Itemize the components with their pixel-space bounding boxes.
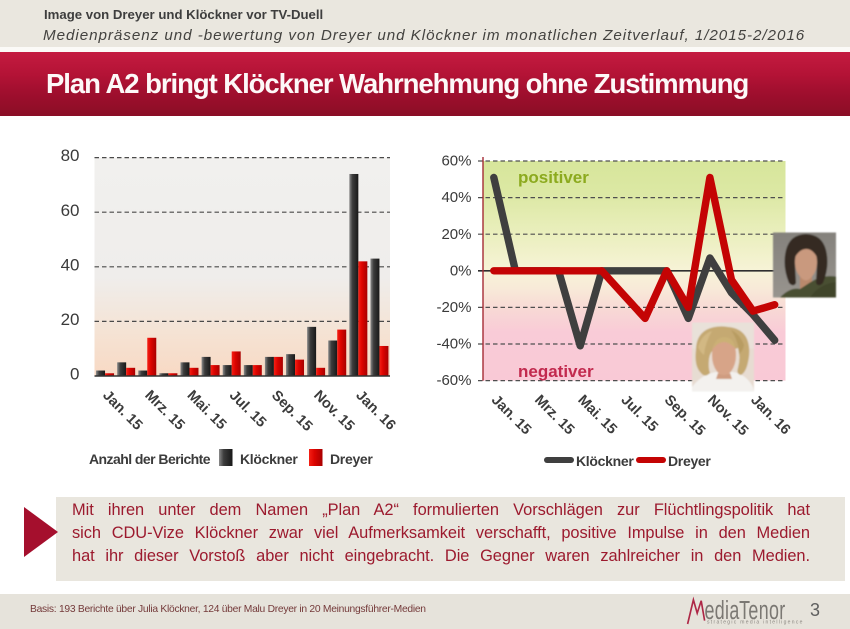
svg-text:40: 40 — [61, 255, 80, 274]
svg-text:Mrz. 15: Mrz. 15 — [531, 392, 577, 438]
svg-text:20%: 20% — [441, 226, 471, 243]
svg-text:20: 20 — [61, 310, 80, 329]
svg-text:positiver: positiver — [518, 168, 589, 187]
svg-text:Mrz. 15: Mrz. 15 — [141, 388, 187, 434]
svg-text:-60%: -60% — [436, 372, 471, 389]
svg-text:Nov. 15: Nov. 15 — [310, 388, 357, 435]
svg-text:Sep. 15: Sep. 15 — [268, 388, 315, 435]
svg-text:Jan. 16: Jan. 16 — [747, 392, 793, 438]
svg-text:Jan. 15: Jan. 15 — [99, 388, 145, 434]
svg-text:Dreyer: Dreyer — [330, 451, 373, 467]
svg-text:60: 60 — [61, 201, 80, 220]
svg-text:Jul. 15: Jul. 15 — [618, 392, 661, 435]
svg-text:Jan. 15: Jan. 15 — [488, 392, 534, 438]
svg-text:edia: edia — [705, 596, 740, 625]
svg-text:60%: 60% — [441, 153, 471, 170]
svg-text:negativer: negativer — [518, 362, 594, 381]
svg-text:Sep. 15: Sep. 15 — [661, 392, 708, 439]
svg-text:Klöckner: Klöckner — [576, 453, 634, 469]
svg-text:Anzahl der Berichte: Anzahl der Berichte — [89, 451, 211, 467]
svg-text:Jan. 16: Jan. 16 — [352, 388, 398, 434]
svg-text:Mai. 15: Mai. 15 — [184, 388, 230, 434]
svg-text:-20%: -20% — [436, 299, 471, 316]
svg-text:Dreyer: Dreyer — [668, 453, 711, 469]
svg-text:Klöckner: Klöckner — [240, 451, 298, 467]
svg-text:0: 0 — [70, 365, 79, 384]
svg-text:strategic media intelligence: strategic media intelligence — [707, 620, 804, 626]
svg-text:0%: 0% — [450, 262, 472, 279]
svg-text:Jul. 15: Jul. 15 — [226, 388, 269, 431]
svg-text:-40%: -40% — [436, 336, 471, 353]
svg-text:Nov. 15: Nov. 15 — [704, 392, 751, 439]
svg-text:40%: 40% — [441, 189, 471, 206]
svg-text:Tenor: Tenor — [739, 596, 785, 625]
svg-text:Mai. 15: Mai. 15 — [574, 392, 620, 438]
svg-text:80: 80 — [61, 146, 80, 165]
